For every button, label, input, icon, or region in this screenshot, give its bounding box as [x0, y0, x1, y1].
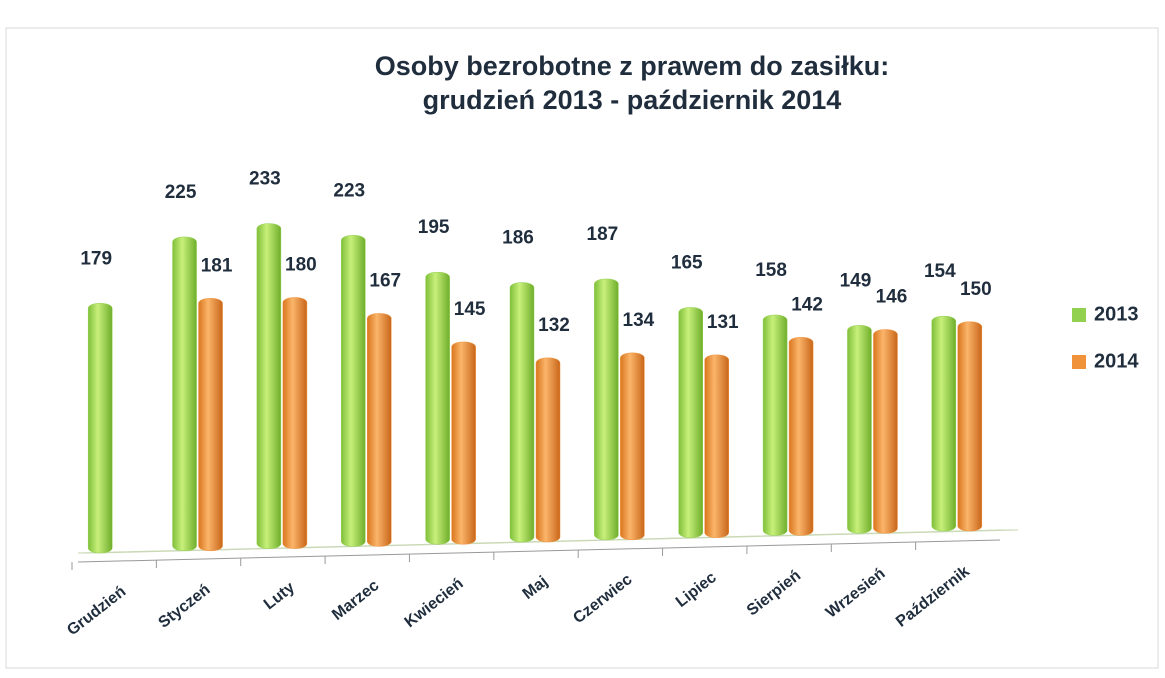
data-label: 186 [502, 228, 534, 249]
data-label: 180 [285, 255, 317, 276]
bar [847, 325, 872, 534]
bar [509, 282, 535, 543]
bar [425, 271, 450, 545]
bar [198, 298, 223, 552]
chart-subtitle: grudzień 2013 - październik 2014 [423, 85, 842, 115]
bar [367, 313, 392, 547]
data-label: 195 [418, 217, 450, 238]
bar [873, 329, 898, 534]
x-axis [77, 539, 1001, 563]
data-label: 150 [960, 279, 992, 300]
bar [451, 341, 476, 545]
bar [172, 236, 197, 552]
bar [594, 278, 619, 541]
legend-swatch [1072, 308, 1086, 322]
data-label: 165 [671, 252, 703, 273]
data-label: 131 [707, 312, 739, 333]
bar [535, 357, 561, 543]
data-label: 223 [333, 180, 365, 201]
data-label: 149 [840, 270, 872, 291]
bar [762, 314, 788, 536]
data-label: 233 [249, 169, 281, 190]
data-label: 158 [755, 260, 787, 281]
data-label: 154 [924, 261, 956, 282]
bar [87, 303, 113, 554]
bar [620, 352, 645, 541]
bar [704, 354, 729, 538]
bar [788, 337, 814, 536]
data-label: 167 [369, 270, 401, 291]
chart-title: Osoby bezrobotne z prawem do zasiłku: [375, 51, 890, 81]
bar [341, 235, 366, 547]
data-label: 179 [80, 248, 112, 269]
data-label: 187 [587, 224, 619, 245]
data-label: 142 [791, 294, 823, 315]
data-label: 181 [201, 255, 233, 276]
data-label: 146 [876, 287, 908, 308]
bar [282, 297, 308, 549]
legend-label: 2014 [1094, 350, 1139, 372]
legend-swatch [1072, 355, 1086, 369]
data-label: 132 [538, 315, 570, 336]
data-label: 225 [165, 182, 197, 203]
bar [931, 315, 957, 532]
legend-label: 2013 [1094, 303, 1139, 325]
data-label: 134 [623, 310, 655, 331]
data-label: 145 [454, 299, 486, 320]
bar [957, 321, 983, 532]
bar [678, 307, 703, 538]
bar [256, 223, 282, 549]
